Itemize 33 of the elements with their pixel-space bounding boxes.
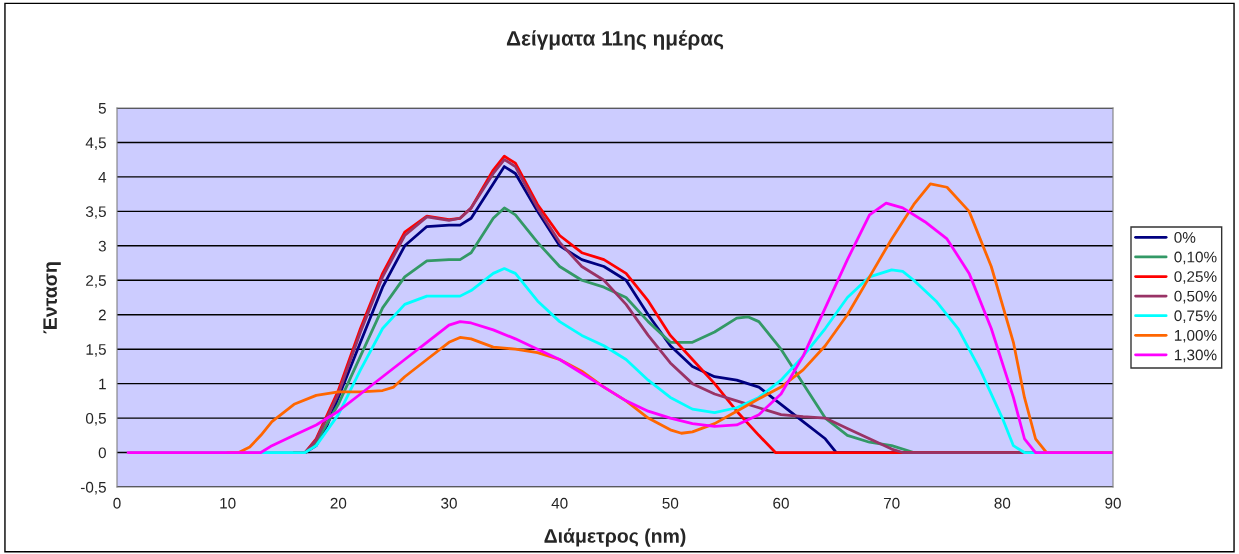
x-tick-label: 60 [773,497,789,509]
y-tick-label: 1,5 [86,344,106,357]
line-series [126,201,1113,454]
legend-label: 0% [1174,232,1196,243]
x-tick-label: 20 [330,497,347,509]
x-tick-label: 30 [441,497,457,509]
x-axis-title: Διάμετρος (nm) [544,528,686,547]
y-tick-label: 0,5 [85,412,106,426]
legend-label: 1,00% [1174,329,1217,343]
x-tick-label: 50 [662,497,679,509]
y-tick-label: 3 [98,240,106,252]
legend-label: 0,75% [1174,310,1217,323]
legend-label: 0,25% [1174,271,1217,284]
y-axis-title: Ένταση [43,262,61,334]
x-tick-label: 40 [551,497,568,509]
y-tick-label: 4 [98,171,107,183]
x-tick-label: 0 [113,497,121,509]
y-tick-label: 0 [98,447,106,459]
y-tick-label: 4,5 [85,137,106,150]
legend-label: 0,50% [1174,290,1217,304]
legend-label: 1,30% [1174,349,1217,363]
chart-title: Δείγματα 11ης ημέρας [506,30,724,50]
x-tick-label: 10 [220,497,236,509]
y-tick-label: 1 [99,378,106,390]
x-tick-label: 80 [994,497,1011,509]
y-tick-label: 5 [98,103,106,114]
x-tick-label: 70 [883,497,900,509]
y-tick-label: 2 [98,309,106,321]
x-tick-label: 90 [1105,497,1121,509]
y-tick-label: 3,5 [85,206,106,219]
y-tick-label: -0,5 [80,481,106,495]
y-tick-label: 2,5 [86,275,106,288]
legend-label: 0,10% [1174,251,1217,265]
